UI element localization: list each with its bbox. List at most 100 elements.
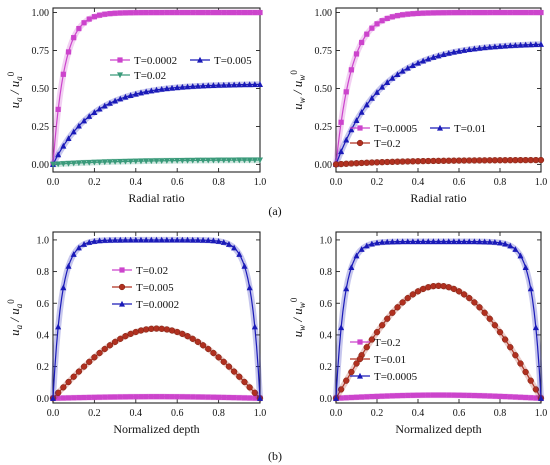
data-point bbox=[205, 345, 212, 353]
data-point bbox=[512, 394, 518, 400]
series-T=0.005 bbox=[49, 325, 264, 402]
x-tick-label: 0.0 bbox=[330, 408, 343, 419]
data-point bbox=[241, 378, 248, 386]
data-point bbox=[96, 237, 103, 244]
data-point bbox=[169, 158, 176, 164]
data-point bbox=[112, 159, 119, 165]
data-point bbox=[112, 97, 119, 104]
data-point bbox=[451, 392, 457, 398]
data-point bbox=[236, 157, 243, 164]
data-point bbox=[507, 9, 513, 16]
data-point bbox=[496, 329, 504, 336]
data-point bbox=[369, 393, 375, 400]
data-point bbox=[420, 10, 426, 16]
data-point bbox=[75, 160, 82, 167]
data-point bbox=[533, 395, 539, 401]
chart-panel-a-left: 0.0 0.2 0.4 0.6 0.8 1.0 0.00 0.25 0.50 0.75 1.00 Ra… bbox=[6, 7, 266, 205]
data-point bbox=[184, 333, 191, 340]
data-point bbox=[96, 349, 103, 357]
data-point bbox=[251, 157, 258, 164]
x-tick-label: 0.4 bbox=[412, 177, 425, 188]
legend-marker bbox=[437, 124, 443, 131]
data-point bbox=[195, 9, 201, 16]
data-point bbox=[158, 236, 165, 243]
data-point bbox=[486, 238, 493, 245]
data-point bbox=[210, 237, 217, 244]
data-point bbox=[220, 81, 227, 88]
y-axis-label: ua / ua0 bbox=[6, 299, 24, 336]
data-point bbox=[143, 88, 150, 95]
legend-marker bbox=[357, 372, 363, 379]
x-tick-label: 0.8 bbox=[212, 177, 225, 188]
data-point bbox=[241, 157, 248, 164]
data-point bbox=[55, 106, 61, 112]
data-point bbox=[497, 393, 503, 399]
data-point bbox=[65, 262, 72, 269]
data-point bbox=[517, 41, 524, 48]
data-point bbox=[210, 82, 217, 88]
data-point bbox=[481, 238, 488, 245]
data-point bbox=[71, 395, 77, 401]
y-tick-label: 1.0 bbox=[320, 235, 333, 246]
data-point bbox=[236, 251, 243, 257]
data-point bbox=[86, 113, 93, 119]
data-point bbox=[122, 236, 129, 243]
data-point bbox=[246, 284, 253, 291]
data-point bbox=[425, 238, 432, 245]
data-point bbox=[137, 89, 144, 96]
legend: T=0.2 T=0.01 T=0.0005 bbox=[350, 337, 418, 383]
data-point bbox=[71, 35, 77, 41]
data-point bbox=[117, 335, 124, 342]
data-point bbox=[512, 42, 519, 48]
data-point bbox=[174, 9, 180, 16]
data-point bbox=[179, 394, 185, 400]
data-point bbox=[205, 82, 212, 89]
series-halo bbox=[50, 81, 262, 166]
data-point bbox=[487, 9, 493, 16]
x-tick-label: 1.0 bbox=[535, 177, 548, 188]
data-point bbox=[137, 158, 144, 165]
data-point bbox=[491, 322, 499, 329]
data-point bbox=[528, 395, 534, 401]
data-point bbox=[184, 236, 191, 243]
data-point bbox=[231, 244, 238, 251]
data-point bbox=[538, 41, 544, 47]
data-point bbox=[231, 9, 237, 16]
data-point bbox=[60, 384, 67, 391]
data-point bbox=[107, 394, 113, 400]
data-point bbox=[384, 393, 390, 399]
data-point bbox=[169, 236, 176, 243]
data-point bbox=[158, 158, 165, 164]
legend-label: T=0.0002 bbox=[136, 299, 179, 311]
data-point bbox=[358, 246, 365, 252]
legend-label: T=0.01 bbox=[374, 354, 406, 366]
data-point bbox=[415, 392, 421, 398]
data-point bbox=[122, 394, 129, 400]
data-point bbox=[236, 9, 242, 16]
data-point bbox=[348, 368, 355, 376]
legend-label: T=0.0005 bbox=[374, 123, 418, 135]
data-point bbox=[440, 51, 447, 57]
data-point bbox=[221, 394, 227, 401]
data-point bbox=[50, 161, 56, 168]
data-point bbox=[159, 9, 165, 16]
data-point bbox=[96, 394, 103, 400]
data-point bbox=[158, 85, 165, 92]
data-point bbox=[435, 52, 442, 59]
series-halo bbox=[50, 325, 263, 401]
data-point bbox=[76, 395, 82, 401]
data-point bbox=[137, 236, 144, 243]
data-point bbox=[80, 363, 88, 370]
data-point bbox=[225, 363, 233, 370]
data-point bbox=[189, 236, 196, 243]
x-axis-label: Normalized depth bbox=[113, 422, 199, 436]
y-tick-label: 0.6 bbox=[320, 299, 333, 310]
data-point bbox=[450, 285, 458, 293]
data-point bbox=[528, 9, 534, 16]
legend: T=0.02 T=0.005 T=0.0002 bbox=[112, 265, 179, 311]
data-point bbox=[502, 393, 508, 400]
data-point bbox=[374, 89, 380, 95]
data-point bbox=[86, 159, 93, 166]
data-point bbox=[415, 10, 421, 16]
y-tick-label: 1.00 bbox=[32, 8, 50, 19]
